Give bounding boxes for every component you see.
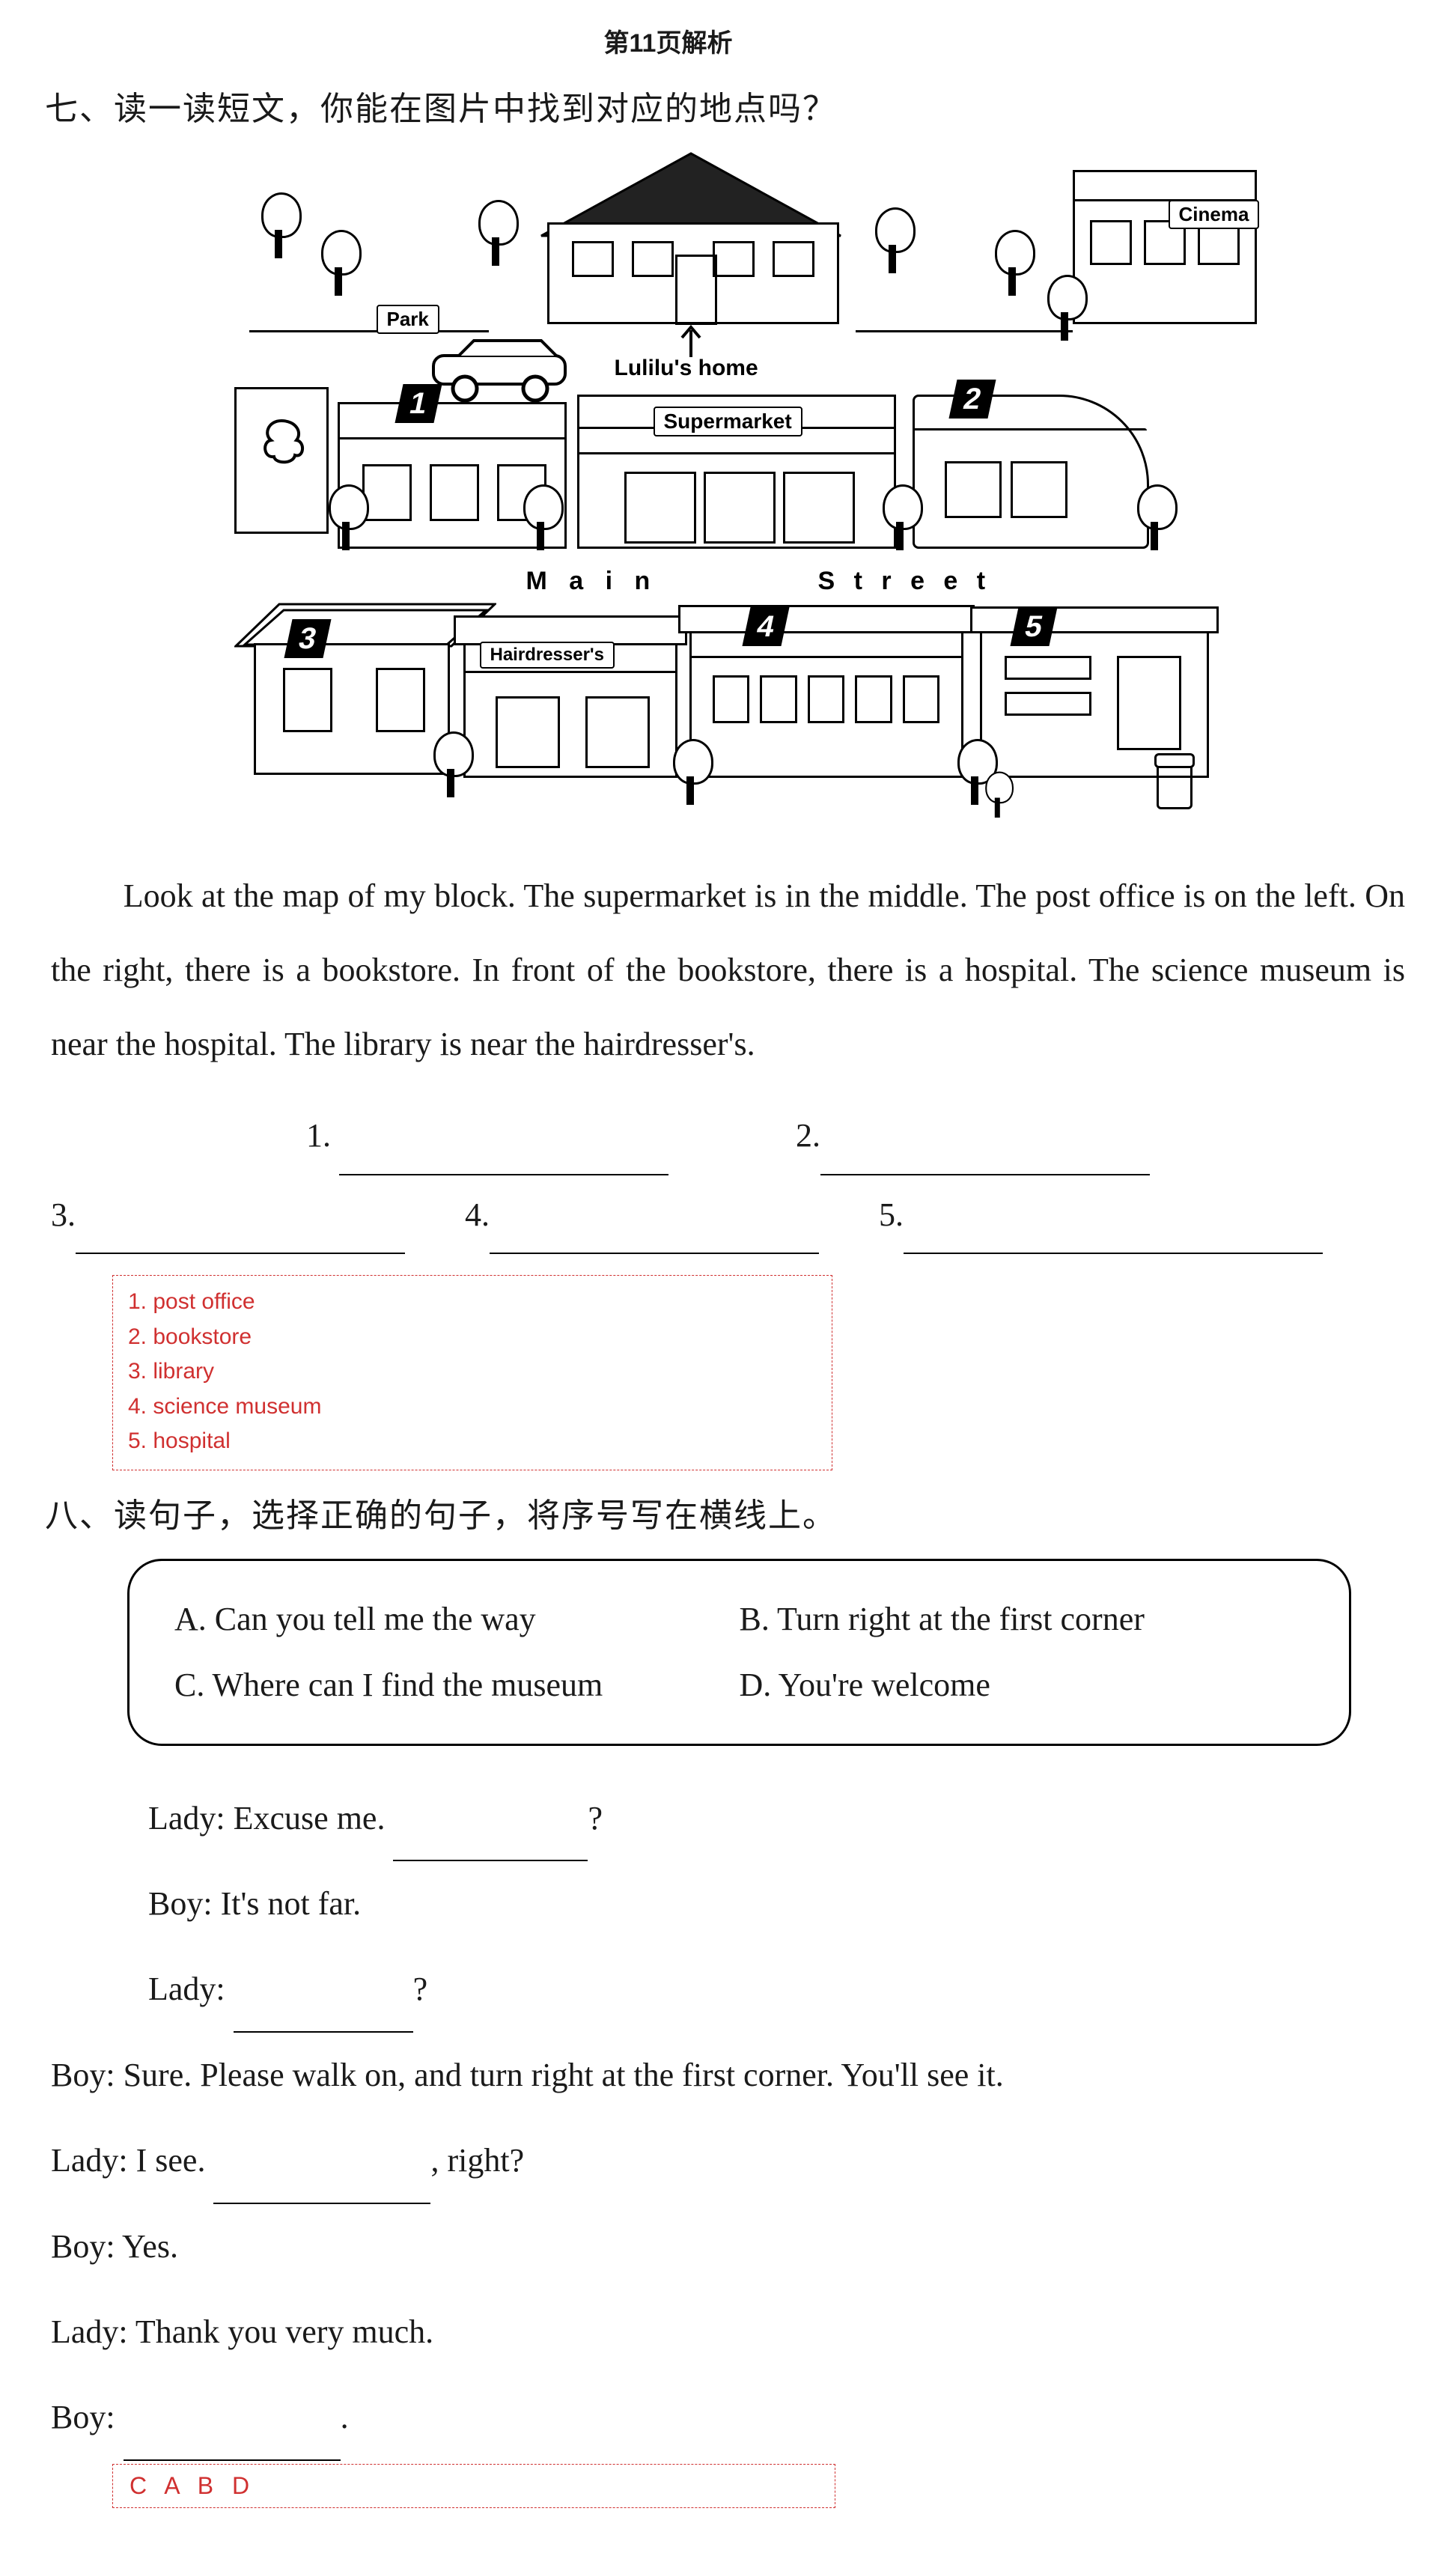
dlg-line-6: Boy: Yes. [51, 2204, 1405, 2289]
lulilu-home-building [547, 222, 839, 324]
car-icon [429, 335, 571, 402]
section7-answers: 1. post office 2. bookstore 3. library 4… [112, 1275, 832, 1470]
blank-1: 1. [306, 1096, 668, 1175]
badge-2: 2 [948, 380, 996, 419]
tree-icon [519, 484, 564, 552]
tree-icon [257, 192, 302, 260]
tree-icon [474, 200, 519, 267]
answer-1: 1. post office [128, 1285, 817, 1320]
blank-5: 5. [879, 1175, 1323, 1255]
dlg-5a: Lady: I see. [51, 2142, 213, 2179]
dlg-1a: Lady: Excuse me. [148, 1800, 393, 1837]
answer-2: 2. bookstore [128, 1320, 817, 1355]
tree-icon [324, 484, 369, 552]
options-box: A. Can you tell me the way B. Turn right… [127, 1559, 1351, 1746]
badge-3: 3 [284, 619, 331, 658]
street-label: S t r e e t [818, 567, 992, 596]
dlg-line-1: Lady: Excuse me. ? [51, 1776, 1405, 1861]
map-illustration: Lulilu's home Cinema Park [204, 147, 1252, 836]
tower-building [234, 387, 329, 534]
dlg-3b: ? [413, 1971, 428, 2007]
section8-answer: C A B D [112, 2464, 835, 2508]
dlg-line-7: Lady: Thank you very much. [51, 2289, 1405, 2375]
blank-4-line[interactable] [490, 1217, 819, 1254]
dlg-1b: ? [588, 1800, 603, 1837]
tree-icon [1043, 275, 1088, 342]
dlg-line-5: Lady: I see. , right? [51, 2118, 1405, 2203]
option-B: B. Turn right at the first corner [740, 1586, 1305, 1652]
dlg-line-3: Lady: ? [51, 1947, 1405, 2032]
blanks: 1. 2. 3. 4. 5. [51, 1096, 1405, 1254]
dlg-blank-3[interactable] [213, 2167, 430, 2203]
section8-title: 八、读句子，选择正确的句子，将序号写在横线上。 [45, 1488, 1411, 1536]
section7-title: 七、读一读短文，你能在图片中找到对应的地点吗？ [45, 82, 1411, 130]
main-label: M a i n [526, 567, 658, 596]
blank-3-line[interactable] [76, 1217, 405, 1254]
supermarket-label: Supermarket [654, 407, 802, 436]
dlg-line-8: Boy: . [51, 2375, 1405, 2460]
dlg-8b: . [341, 2399, 349, 2435]
building-4 [689, 624, 963, 778]
blank-5-line[interactable] [904, 1217, 1323, 1254]
map-wrap: Lulilu's home Cinema Park [204, 147, 1252, 836]
blank-1-line[interactable] [339, 1137, 668, 1175]
dlg-blank-4[interactable] [124, 2425, 341, 2461]
building-3 [254, 643, 450, 775]
dialogue: Lady: Excuse me. ? Boy: It's not far. La… [51, 1776, 1405, 2461]
tree-icon [871, 207, 916, 275]
blank-3-num: 3. [51, 1175, 76, 1255]
option-A: A. Can you tell me the way [174, 1586, 740, 1652]
dlg-blank-2[interactable] [234, 1997, 413, 2033]
blank-2-num: 2. [796, 1096, 820, 1175]
answer-3: 3. library [128, 1354, 817, 1390]
up-arrow-icon [676, 321, 706, 359]
blank-1-num: 1. [306, 1096, 331, 1175]
dlg-8a: Boy: [51, 2399, 124, 2435]
cinema-building [1073, 170, 1257, 324]
dlg-line-4: Boy: Sure. Please walk on, and turn righ… [51, 2033, 1405, 2118]
option-C: C. Where can I find the museum [174, 1652, 740, 1718]
fence-left [249, 330, 489, 332]
building-2 [913, 395, 1149, 549]
badge-4: 4 [742, 607, 789, 646]
tree-icon [878, 484, 923, 552]
dlg-line-2: Boy: It's not far. [51, 1861, 1405, 1947]
tree-icon [668, 739, 713, 806]
dlg-blank-1[interactable] [393, 1825, 588, 1861]
blank-5-num: 5. [879, 1175, 904, 1255]
page-header: 第11页解析 [0, 22, 1411, 59]
park-label: Park [377, 305, 439, 334]
home-label: Lulilu's home [615, 356, 758, 381]
dlg-5b: , right? [430, 2142, 524, 2179]
tree-icon [990, 230, 1035, 297]
option-D: D. You're welcome [740, 1652, 1305, 1718]
blank-4: 4. [465, 1175, 819, 1255]
blank-2: 2. [796, 1096, 1150, 1175]
cinema-label: Cinema [1169, 200, 1260, 229]
tree-icon [429, 731, 474, 799]
tree-icon [317, 230, 362, 297]
blank-3: 3. [51, 1175, 405, 1255]
answer-4: 4. science museum [128, 1390, 817, 1425]
tree-icon [1133, 484, 1178, 552]
blank-4-num: 4. [465, 1175, 490, 1255]
answer-5: 5. hospital [128, 1424, 817, 1459]
passage: Look at the map of my block. The superma… [51, 859, 1405, 1081]
badge-5: 5 [1010, 607, 1057, 646]
tree-icon [982, 772, 1014, 819]
fence-right [856, 330, 1073, 332]
hairdresser-label: Hairdresser's [480, 642, 615, 669]
page: 第11页解析 七、读一读短文，你能在图片中找到对应的地点吗？ Lulilu's … [0, 0, 1456, 2553]
badge-1: 1 [395, 384, 442, 423]
passage-text: Look at the map of my block. The superma… [51, 877, 1405, 1062]
blank-2-line[interactable] [820, 1137, 1150, 1175]
trashcan-icon [1157, 761, 1192, 809]
dlg-3a: Lady: [148, 1971, 234, 2007]
